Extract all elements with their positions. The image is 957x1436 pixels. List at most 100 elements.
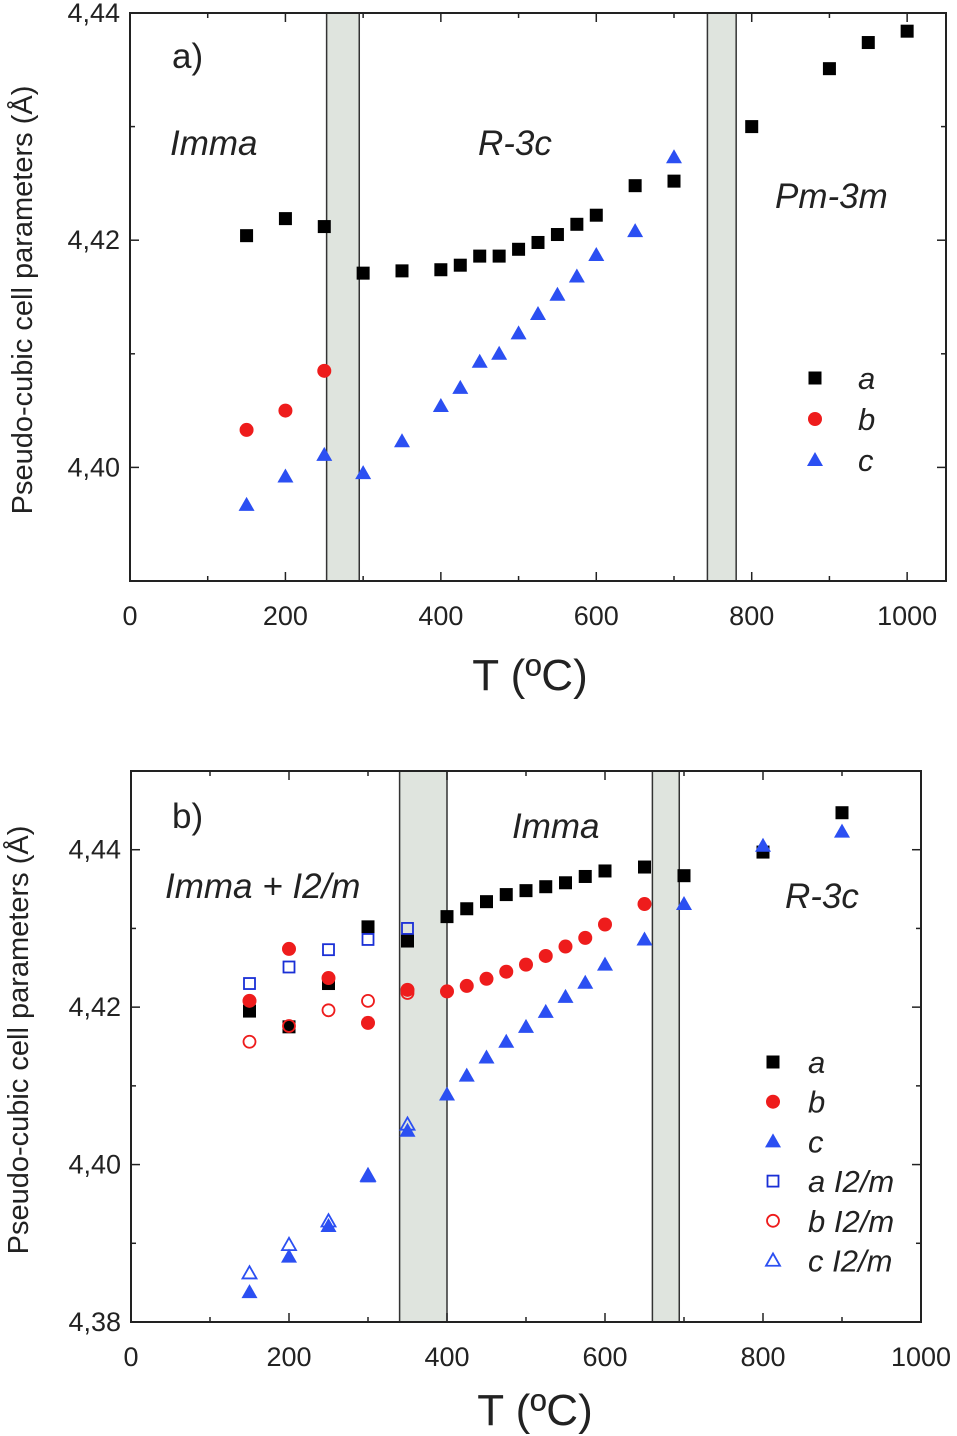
data-point: [460, 902, 474, 916]
x-axis-title: T (ºC): [477, 1386, 592, 1435]
y-tick-label: 4,42: [68, 992, 121, 1022]
data-point: [361, 920, 375, 934]
data-point: [440, 984, 454, 999]
legend-label: b: [808, 1085, 825, 1120]
data-point: [492, 249, 506, 263]
data-point: [578, 930, 593, 945]
legend-label: b: [858, 402, 875, 437]
y-tick-label: 4,40: [68, 1150, 121, 1180]
x-tick-label: 1000: [877, 601, 937, 631]
data-point: [471, 353, 488, 368]
data-point: [900, 24, 914, 38]
data-point: [835, 806, 849, 820]
y-tick-label: 4,38: [68, 1307, 121, 1337]
data-point: [356, 266, 370, 280]
legend-label: c: [858, 443, 874, 478]
panel-label: b): [172, 797, 203, 836]
data-point: [240, 229, 254, 243]
series-a: [243, 806, 849, 1034]
data-point: [316, 446, 333, 461]
data-point: [320, 1217, 337, 1232]
data-point: [577, 974, 594, 989]
data-point: [519, 884, 533, 898]
data-point: [834, 823, 850, 838]
x-axis-title: T (ºC): [472, 651, 587, 700]
data-point: [588, 246, 605, 261]
data-point: [589, 208, 603, 222]
data-point: [434, 263, 448, 277]
panel-a: 0 200 400 600 800 1000 4,40 4,42 4,44 T (ºC) Pseud…: [6, 0, 947, 700]
legend-marker: [766, 1213, 780, 1228]
data-point: [597, 956, 613, 971]
legend-marker: [808, 412, 822, 426]
panel-b: 0 200 400 600 800 1000 4,38 4,40 4,42 4,44 T (ºC) P…: [2, 770, 951, 1435]
x-tick-label: 600: [574, 601, 619, 631]
legend-marker: [766, 1055, 780, 1069]
phase-transition-band: [706, 12, 737, 582]
phase-annotation: Pm-3m: [775, 177, 888, 216]
phase-annotation: Imma + I2/m: [165, 867, 360, 906]
data-point: [568, 268, 585, 283]
x-tick-label: 0: [123, 1342, 138, 1372]
data-point: [578, 869, 592, 883]
data-point: [242, 1034, 257, 1049]
data-point: [530, 306, 546, 321]
data-point: [361, 933, 375, 946]
phase-annotation: Imma: [170, 124, 258, 163]
data-point: [395, 264, 409, 278]
legend-label: a: [808, 1045, 825, 1080]
panel-label: a): [172, 37, 203, 76]
data-point: [549, 286, 566, 301]
data-point: [480, 895, 493, 909]
data-point: [676, 896, 692, 911]
data-point: [519, 957, 533, 972]
data-point: [317, 363, 332, 378]
data-point: [636, 931, 653, 946]
data-point: [401, 934, 414, 948]
phase-annotation: R-3c: [478, 124, 552, 163]
data-point: [473, 249, 487, 263]
data-point: [755, 837, 771, 852]
data-point: [400, 982, 415, 997]
data-point: [401, 922, 414, 935]
series-b: [242, 897, 652, 1030]
data-point: [570, 217, 584, 231]
data-point: [822, 62, 836, 76]
plot-frame: [130, 770, 922, 1323]
legend-marker: [808, 371, 822, 385]
series-a: [240, 24, 914, 280]
legend-label: c I2/m: [808, 1244, 892, 1279]
series-c-i2-m: [240, 1115, 417, 1280]
data-point: [637, 897, 652, 912]
x-tick-label: 400: [424, 1342, 469, 1372]
data-point: [238, 496, 255, 511]
y-tick-label: 4,42: [67, 225, 120, 255]
data-point: [394, 433, 410, 448]
data-point: [638, 860, 651, 874]
series-c: [241, 823, 850, 1299]
legend-marker: [807, 452, 823, 466]
data-point: [322, 943, 335, 957]
legend-marker: [766, 1094, 780, 1109]
data-point: [355, 465, 372, 480]
data-point: [241, 1284, 258, 1299]
data-point: [278, 403, 293, 418]
data-point: [628, 179, 642, 193]
y-tick-label: 4,44: [68, 835, 121, 865]
data-point: [479, 971, 494, 986]
y-axis-title: Pseudo-cubic cell parameters (Å): [2, 826, 35, 1255]
data-point: [321, 1003, 336, 1018]
data-point: [537, 1003, 554, 1018]
data-point: [510, 325, 527, 340]
x-tick-label: 200: [266, 1342, 311, 1372]
phase-transition-band: [651, 770, 681, 1323]
data-point: [478, 1049, 495, 1064]
data-point: [452, 379, 469, 394]
plot-frame: [129, 12, 947, 582]
data-point: [317, 220, 331, 234]
legend-label: a I2/m: [808, 1164, 894, 1199]
data-point: [277, 468, 294, 483]
data-point: [512, 242, 526, 256]
data-point: [242, 993, 257, 1008]
